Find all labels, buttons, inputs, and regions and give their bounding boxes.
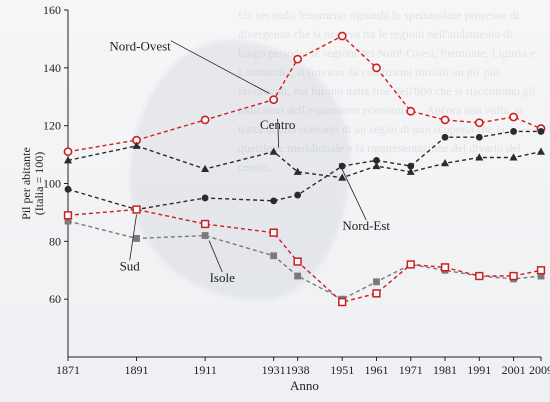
- point-centro-2001: [509, 153, 518, 161]
- point-nord-ovest-1911: [200, 115, 210, 125]
- point-centro-2009: [537, 147, 545, 155]
- point-nord-ovest-1961: [372, 63, 381, 73]
- point-nord-ovest-2001: [509, 112, 518, 122]
- x-tick-label: 1981: [433, 363, 457, 377]
- x-tick-label: 1871: [56, 363, 80, 377]
- series-line-nord-est: [67, 130, 541, 211]
- point-centro-1951: [338, 173, 347, 181]
- point-nord-ovest-1951: [337, 31, 347, 41]
- leader-isole: [208, 240, 223, 273]
- point-nord-est-1951: [338, 162, 346, 170]
- chart-axes: 60 80 100 120 140 160 1871 1891 1911 1931 1938 1951…: [19, 3, 550, 393]
- point-nord-ovest-1931: [269, 95, 279, 105]
- leader-centro: [277, 118, 280, 148]
- chart-labels: Nord-Ovest Centro Nord-Est Isole Sud: [109, 39, 390, 285]
- point-isole-1911: [201, 232, 209, 239]
- point-nord-est-1981: [441, 133, 449, 141]
- point-nord-est-1961: [373, 156, 380, 164]
- y-axis-label-line: Pil per abitante: [19, 147, 33, 220]
- point-nord-est-2001: [510, 128, 517, 135]
- background-map-shape: [130, 40, 350, 300]
- point-centro-1931: [269, 147, 278, 155]
- label-sud: Sud: [120, 258, 141, 273]
- point-sud-1971: [406, 260, 415, 269]
- point-centro-1891: [132, 141, 141, 149]
- series-line-centro: [67, 145, 542, 179]
- x-tick-label: 1951: [330, 363, 354, 377]
- point-isole-1938: [294, 272, 302, 280]
- x-tick-label: 1938: [286, 363, 310, 377]
- point-nord-ovest-1938: [293, 54, 303, 64]
- point-centro-1938: [293, 167, 302, 175]
- background-text: Un secondo fenomeno riguarda lo spettaco…: [238, 8, 536, 174]
- x-tick-label: 2009: [529, 363, 550, 377]
- y-axis-label-line: (Italia = 100): [32, 152, 46, 215]
- point-nord-est-1871: [64, 185, 72, 193]
- label-nord-ovest: Nord-Ovest: [109, 39, 171, 54]
- point-sud-2001: [509, 271, 518, 281]
- label-centro: Centro: [260, 117, 295, 132]
- point-sud-1911: [200, 219, 210, 229]
- point-sud-1991: [475, 271, 484, 281]
- x-axis-label: Anno: [290, 378, 319, 393]
- x-tick-label: 1961: [364, 363, 388, 377]
- y-tick-label: 100: [43, 177, 61, 191]
- y-tick-label: 120: [43, 119, 61, 133]
- leader-sud: [129, 214, 137, 261]
- point-nord-ovest-1971: [406, 106, 416, 116]
- point-centro-1871: [64, 156, 72, 164]
- point-isole-1931: [270, 252, 278, 260]
- point-sud-1938: [293, 257, 302, 266]
- point-sud-1871: [63, 211, 73, 220]
- leader-nord-ovest: [170, 40, 270, 94]
- y-tick-label: 60: [49, 292, 61, 306]
- point-nord-est-1971: [407, 162, 415, 170]
- x-tick-label: 1991: [467, 363, 491, 377]
- x-tick-label: 2001: [502, 363, 526, 377]
- x-tick-label: 1891: [125, 363, 149, 377]
- point-centro-1961: [372, 161, 381, 170]
- point-nord-est-1938: [294, 191, 302, 199]
- point-centro-1911: [201, 164, 210, 173]
- point-centro-1981: [441, 159, 450, 167]
- point-centro-1971: [406, 167, 415, 175]
- x-tick-label: 1931: [262, 363, 286, 377]
- point-sud-2009: [536, 266, 546, 275]
- point-sud-1951: [338, 297, 347, 307]
- point-centro-1991: [475, 153, 484, 161]
- point-isole-1871: [64, 217, 72, 225]
- label-isole: Isole: [210, 270, 236, 285]
- point-isole-1891: [133, 235, 140, 242]
- y-tick-label: 160: [43, 3, 61, 17]
- point-isole-1961: [373, 278, 380, 286]
- x-tick-label: 1971: [399, 363, 423, 377]
- point-sud-1981: [440, 263, 450, 272]
- point-nord-est-1911: [201, 194, 209, 202]
- point-nord-est-1991: [475, 133, 483, 141]
- y-tick-label: 140: [43, 61, 61, 75]
- y-axis-label: Pil per abitante (Italia = 100): [19, 147, 46, 220]
- point-nord-ovest-1871: [63, 147, 73, 157]
- point-nord-est-1931: [270, 197, 278, 205]
- series-line-sud: [67, 208, 542, 303]
- point-nord-est-2009: [537, 128, 545, 135]
- label-nord-est: Nord-Est: [342, 218, 390, 233]
- point-nord-ovest-1981: [440, 115, 450, 125]
- chart-series: [63, 31, 546, 307]
- x-tick-label: 1911: [193, 363, 217, 377]
- series-line-isole: [67, 220, 542, 300]
- point-nord-ovest-1991: [474, 118, 484, 128]
- series-line-nord-ovest: [67, 35, 542, 153]
- point-sud-1931: [269, 228, 278, 237]
- point-isole-2009: [537, 272, 545, 280]
- y-tick-label: 80: [49, 234, 61, 248]
- leader-nord-est: [338, 162, 367, 221]
- point-sud-1961: [372, 289, 381, 298]
- point-sud-1891: [132, 205, 141, 214]
